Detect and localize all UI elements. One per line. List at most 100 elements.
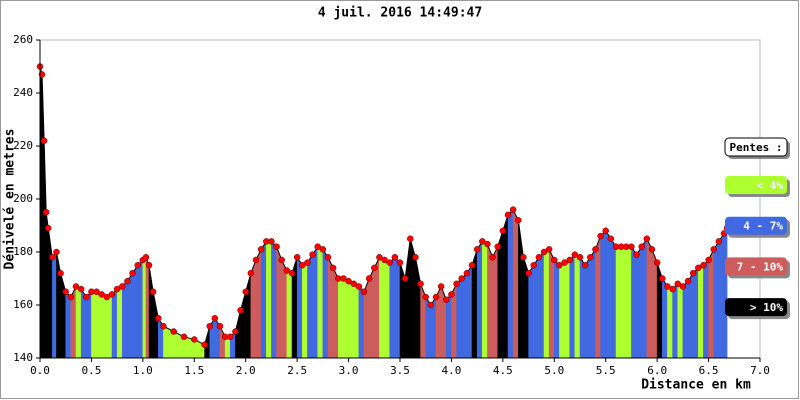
point-marker xyxy=(273,243,280,250)
point-marker xyxy=(103,293,111,301)
slope-segment xyxy=(492,246,498,359)
slope-segment xyxy=(713,240,720,359)
slope-segment xyxy=(610,237,617,359)
slope-segment xyxy=(466,264,473,359)
point-marker xyxy=(633,251,640,258)
point-marker xyxy=(345,277,352,285)
point-marker xyxy=(484,240,491,248)
point-marker xyxy=(664,283,671,290)
point-marker xyxy=(535,254,543,261)
point-marker xyxy=(170,328,177,335)
slope-segment xyxy=(317,246,324,359)
slope-segment xyxy=(703,259,709,359)
x-tick-label: 5.0 xyxy=(544,364,564,377)
point-marker xyxy=(124,277,131,285)
slope-segment xyxy=(595,236,601,359)
point-marker xyxy=(592,246,599,253)
point-marker xyxy=(365,275,373,282)
slope-segment xyxy=(538,251,545,359)
point-marker xyxy=(283,267,291,274)
slope-segment xyxy=(574,254,581,359)
slope-segment xyxy=(127,272,133,359)
slope-segment xyxy=(626,246,632,359)
slope-segment xyxy=(65,291,72,359)
slope-segment xyxy=(590,248,596,359)
slope-segment xyxy=(96,291,102,359)
slope-segment xyxy=(343,278,349,359)
legend-label: > 10% xyxy=(750,301,783,314)
slope-segment xyxy=(507,208,514,359)
slope-segment xyxy=(692,267,699,359)
point-marker xyxy=(201,341,208,348)
slope-segment xyxy=(559,262,565,359)
point-marker xyxy=(412,254,419,261)
point-marker xyxy=(93,288,100,295)
point-marker xyxy=(53,248,60,256)
x-tick-label: 0.0 xyxy=(30,364,50,377)
slope-segment xyxy=(564,259,570,359)
point-marker xyxy=(206,322,213,330)
point-marker xyxy=(304,259,311,266)
slope-segment xyxy=(86,291,92,359)
point-marker xyxy=(329,264,337,272)
legend-swatch xyxy=(725,176,787,194)
slope-segment xyxy=(487,243,493,359)
point-marker xyxy=(227,333,234,341)
slope-segment xyxy=(353,283,360,359)
point-marker xyxy=(515,216,522,224)
slope-segment xyxy=(682,280,689,359)
point-marker xyxy=(134,262,141,269)
slope-segment xyxy=(255,249,262,359)
x-tick-label: 5.5 xyxy=(596,364,616,377)
slope-segment xyxy=(605,229,612,359)
slope-segment xyxy=(122,280,128,359)
point-marker xyxy=(57,269,64,277)
point-marker xyxy=(44,224,52,232)
point-marker xyxy=(422,293,429,301)
point-marker xyxy=(581,262,589,269)
y-tick-label: 240 xyxy=(13,86,33,99)
point-marker xyxy=(155,315,162,322)
slope-segment xyxy=(75,286,82,359)
slope-segment xyxy=(348,280,354,359)
point-marker xyxy=(530,262,537,269)
point-marker xyxy=(561,259,568,266)
slope-segment xyxy=(132,264,138,359)
point-marker xyxy=(257,246,265,253)
y-tick-label: 160 xyxy=(13,298,33,311)
point-marker xyxy=(288,269,296,277)
slope-segment xyxy=(101,293,108,359)
slope-segment xyxy=(620,246,627,359)
point-marker xyxy=(653,259,661,266)
slope-segment xyxy=(533,256,540,359)
slope-segment xyxy=(718,232,725,359)
point-marker xyxy=(360,288,368,295)
point-marker xyxy=(689,269,697,277)
point-marker xyxy=(376,254,383,261)
point-marker xyxy=(129,269,136,277)
point-marker xyxy=(355,283,363,290)
slope-segment xyxy=(456,277,462,359)
point-marker xyxy=(191,336,198,343)
slope-segment xyxy=(327,257,334,359)
slope-segment xyxy=(512,209,519,359)
point-marker xyxy=(566,256,573,264)
point-marker xyxy=(113,285,121,293)
slope-segment xyxy=(543,248,550,359)
point-marker xyxy=(458,275,465,282)
point-marker xyxy=(597,232,604,240)
slope-segment xyxy=(45,212,49,359)
point-marker xyxy=(145,262,153,269)
legend-swatch xyxy=(725,298,787,317)
point-marker xyxy=(98,291,105,298)
y-axis-label: Dénivelé en metres xyxy=(3,129,18,270)
slope-segment xyxy=(312,245,318,359)
slope-segment xyxy=(698,264,704,359)
slope-segment xyxy=(266,241,272,359)
legend-swatch xyxy=(725,216,787,235)
slope-segment xyxy=(338,278,344,359)
x-tick-label: 2.5 xyxy=(287,364,307,377)
point-marker xyxy=(252,256,260,264)
point-marker xyxy=(119,283,126,290)
